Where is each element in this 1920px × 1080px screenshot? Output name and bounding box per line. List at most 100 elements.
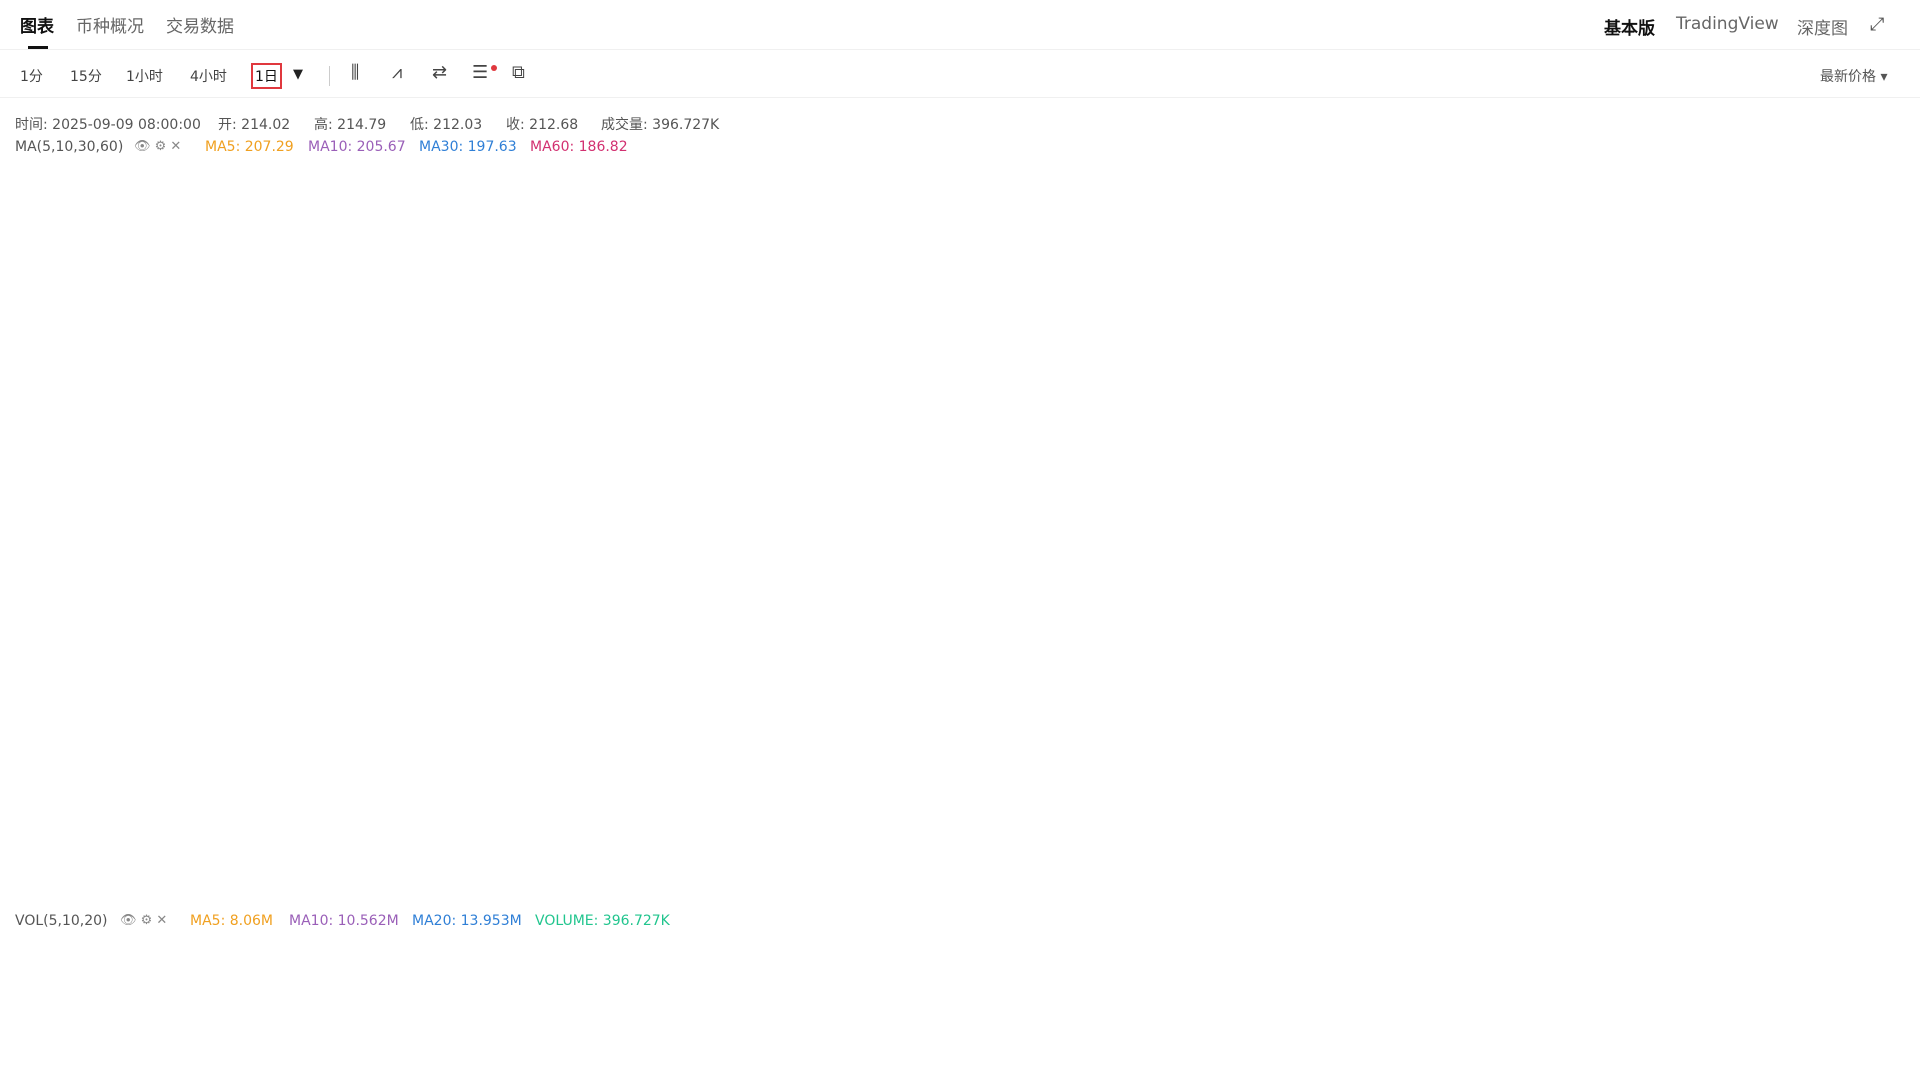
candle-body [46,536,57,551]
ma-legend-controls[interactable]: 👁 ⚙ ✕ [134,139,182,154]
volume-bar [1025,1004,1035,1017]
candle-body [470,691,481,726]
price-tick-label: 210.00 [1872,268,1920,284]
volume-bar [455,1012,466,1017]
ohlc-high: 高: 214.79 [314,117,387,133]
tab-overview[interactable]: 币种概况 [76,17,144,37]
candle-body [280,610,291,618]
volume-ma-line [8,948,1775,1015]
ohlc-close: 收: 212.68 [506,117,579,133]
volume-bar [1506,972,1517,1017]
interval-4h[interactable]: 4小时 [190,69,227,85]
volume-bar [499,1013,510,1017]
candle-body [1068,422,1079,437]
volume-bar [280,1013,291,1017]
volume-bar [806,1013,816,1017]
volume-bar [543,1012,554,1017]
volume-bar [1039,1008,1050,1017]
volume-bar [572,1008,583,1017]
volume-bar [1594,949,1605,1017]
candle-body [879,584,889,605]
high-marker-label: 217.87 ↴ [1538,210,1594,224]
volume-bar [426,1012,437,1017]
candle-body [1390,402,1400,497]
volume-bar [922,1012,933,1017]
volume-bar [17,1013,28,1017]
volume-bar [178,1013,189,1017]
volume-bar [3,1013,13,1017]
candle-body [703,651,714,665]
price-tick-label: 150.00 [1872,671,1920,687]
tab-chart[interactable]: 图表 [20,17,54,37]
view-depth[interactable]: 深度图 [1797,19,1848,39]
volume-bar [1433,976,1444,1017]
volume-bar [105,1012,116,1017]
layout-icon[interactable]: ⧉ [512,62,525,83]
volume-bar [1477,969,1488,1017]
interval-1h[interactable]: 1小时 [126,69,163,85]
candle-body [32,489,43,537]
candle-body [952,489,962,511]
vol-ma5-legend: MA5: 8.06M [190,913,273,929]
candle-body [1083,409,1094,437]
volume-bar [1667,972,1678,1017]
candle-type-icon[interactable]: ⫼ [351,62,360,83]
candle-body [1127,476,1138,537]
interval-dropdown-icon[interactable]: ▼ [293,67,303,82]
expand-icon[interactable]: ⤢ [1870,14,1885,35]
volume-bar [484,1011,495,1017]
trend-line [1175,253,1886,633]
candle-body [1594,355,1605,363]
interval-1m[interactable]: 1分 [20,69,43,85]
candle-body [1579,348,1590,356]
volume-bar [397,1012,408,1017]
volume-bar [616,1011,627,1017]
candle-body [207,503,218,531]
candle-body [1302,389,1313,490]
candle-body [733,657,743,692]
candle-body [1550,261,1561,295]
vol-legend-controls[interactable]: 👁 ⚙ ✕ [120,913,168,928]
interval-1d[interactable]: 1日 [251,63,282,89]
volume-bar [820,1012,831,1017]
drawing-tools-icon[interactable]: ☰ [472,62,489,83]
settings-sliders-icon[interactable]: ⇄ [432,62,448,83]
volume-bar [1112,1012,1123,1017]
candle-body [178,503,189,511]
volume-bar [1375,986,1386,1017]
volume-bar [1214,1012,1225,1017]
price-type-select[interactable]: 最新价格 ▾ [1820,69,1888,85]
candle-body [426,590,437,618]
volume-bar [1258,1009,1269,1017]
indicator-icon[interactable]: ⩘ [392,62,403,83]
candle-body [1492,294,1503,403]
candle-body [762,657,773,692]
price-tick-label: 230.00 [1872,133,1920,149]
candle-body [1609,362,1619,369]
candle-body [543,718,554,732]
ohlc-open: 开: 214.02 [218,117,291,133]
volume-bar [61,1013,72,1017]
volume-bar [1419,983,1430,1017]
volume-bar [1623,979,1634,1017]
view-tradingview[interactable]: TradingView [1676,14,1779,34]
volume-bar [222,1013,232,1017]
volume-tick-label: 28M [1880,915,1910,931]
ma30-line [7,357,1717,691]
candle-body [397,617,408,672]
candle-body [864,570,875,585]
volume-bar [163,1012,174,1017]
candle-body [689,664,700,685]
candle-body [1098,409,1108,464]
candle-body [455,657,466,692]
tab-trade-data[interactable]: 交易数据 [166,17,234,37]
candle-body [309,617,320,632]
candle-body [1463,308,1473,329]
candle-body [1521,315,1532,383]
volume-bar [1579,942,1590,1017]
volume-bar [1331,979,1342,1017]
view-basic[interactable]: 基本版 [1604,19,1655,39]
volume-bar [1696,972,1707,1017]
interval-15m[interactable]: 15分 [70,69,102,85]
